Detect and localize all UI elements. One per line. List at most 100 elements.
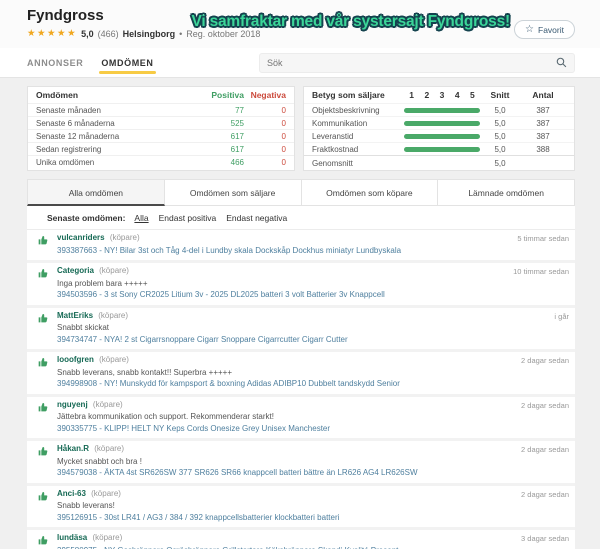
summary-row: Senaste 6 månaderna 525 0 xyxy=(28,116,294,129)
thumbs-up-icon xyxy=(38,402,48,411)
feedback-timestamp: 10 timmar sedan xyxy=(513,267,569,276)
feedback-tab[interactable]: Omdömen som köpare xyxy=(301,179,439,206)
feedback-role: (köpare) xyxy=(109,233,140,242)
rating-count-value: 387 xyxy=(536,105,550,115)
rating-count-value: 388 xyxy=(536,144,550,154)
summary-row-label: Senaste månaden xyxy=(36,105,101,115)
meta-separator: • xyxy=(179,28,183,39)
filter-option[interactable]: Alla xyxy=(134,213,149,223)
rating-total-label: Genomsnitt xyxy=(312,158,353,168)
thumbs-up-icon xyxy=(38,446,48,456)
thumbs-up-icon xyxy=(38,268,48,278)
rating-row: Leveranstid 5,0 387 xyxy=(304,129,574,142)
feedback-role: (köpare) xyxy=(99,355,129,364)
feedback-username[interactable]: vulcanriders xyxy=(57,233,105,242)
nav-tab[interactable]: OMDÖMEN xyxy=(99,48,156,77)
rating-row-label: Kommunikation xyxy=(312,118,368,128)
promo-banner-text: Vi samfraktar med vår systersajt Fyndgro… xyxy=(191,13,511,30)
summary-row-label: Senaste 12 månaderna xyxy=(36,131,120,141)
summary-row: Sedan registrering 617 0 xyxy=(28,142,294,155)
rating-table-title: Betyg som säljare xyxy=(312,90,385,100)
feedback-role: (köpare) xyxy=(94,444,125,453)
feedback-item: 5 timmar sedan vulcanriders (köpare) 393… xyxy=(27,230,575,260)
feedback-timestamp: 2 dagar sedan xyxy=(521,445,569,454)
feedback-tab[interactable]: Alla omdömen xyxy=(27,179,165,206)
summary-row: Unika omdömen 466 0 xyxy=(28,155,294,168)
feedback-item-header: 2 dagar sedan Håkan.R (köpare) xyxy=(57,444,569,456)
feedback-item-link[interactable]: 394734747 - NYA! 2 st Cigarrsnoppare Cig… xyxy=(57,334,348,344)
feedback-item: 2 dagar sedan looofgren (köpare) Snabb l… xyxy=(27,349,575,394)
feedback-item: 2 dagar sedan Anci-63 (köpare) Snabb lev… xyxy=(27,482,575,528)
feedback-timestamp: 2 dagar sedan xyxy=(521,400,569,410)
star-icon: ☆ xyxy=(525,23,535,35)
feedback-item-link[interactable]: 394503596 - 3 st Sony CR2025 Litium 3v -… xyxy=(57,290,385,299)
feedback-comment: Inga problem bara +++++ xyxy=(57,278,148,288)
feedback-timestamp: 3 dagar sedan xyxy=(521,534,569,543)
feedback-item-link[interactable]: 395580975 - NY Gasbrännare Ogräsbrännare… xyxy=(57,546,517,549)
feedback-comment: Snabb leverans, snabb kontakt!! Superbra… xyxy=(57,367,233,377)
rating-row-label: Objektsbeskrivning xyxy=(312,105,380,115)
feedback-item-link[interactable]: 394579038 - ÄKTA 4st SR626SW 377 SR626 S… xyxy=(57,468,418,477)
thumbs-up-icon xyxy=(38,235,48,245)
rating-row: Objektsbeskrivning 5,0 387 xyxy=(304,103,574,116)
thumbs-up-icon xyxy=(38,535,48,545)
summary-col-negative: Negativa xyxy=(250,90,286,100)
summary-positive-value: 617 xyxy=(230,144,244,154)
rating-bar xyxy=(404,133,480,139)
search-input[interactable] xyxy=(267,57,556,68)
feedback-username[interactable]: nguyenj xyxy=(57,399,88,409)
filter-option[interactable]: Endast positiva xyxy=(158,213,217,223)
feedback-username[interactable]: lundäsa xyxy=(57,533,88,542)
feedback-item-link[interactable]: 390335775 - KLIPP! HELT NY Keps Cords On… xyxy=(57,423,331,433)
feedback-item-header: 2 dagar sedan nguyenj (köpare) xyxy=(57,400,569,412)
rating-avg-value: 5,0 xyxy=(494,105,506,115)
rating-bar-track xyxy=(404,107,480,113)
feedback-username[interactable]: looofgren xyxy=(57,355,94,364)
feedback-tab-label: Alla omdömen xyxy=(68,188,124,198)
filter-label: Senaste omdömen: xyxy=(47,213,126,223)
feedback-username[interactable]: Categoria xyxy=(57,266,94,275)
rating-scale-tick: 2 xyxy=(424,90,430,100)
rating-scale-tick: 3 xyxy=(439,90,445,100)
favorite-button[interactable]: ☆ Favorit xyxy=(514,20,575,39)
feedback-tab-label: Lämnade omdömen xyxy=(468,188,544,198)
feedback-item-link[interactable]: 393387663 - NY! Bilar 3st och Tåg 4-del … xyxy=(57,245,402,255)
feedback-item-link[interactable]: 395126915 - 30st LR41 / AG3 / 384 / 392 … xyxy=(57,512,340,522)
feedback-item-header: i går MattEriks (köpare) xyxy=(57,311,569,323)
summary-header-row: Omdömen Positiva Negativa xyxy=(28,87,294,103)
thumbs-up-icon xyxy=(38,357,48,367)
filter-row: Senaste omdömen: Alla Endast positiva Enda… xyxy=(27,206,575,230)
feedback-username[interactable]: Håkan.R xyxy=(57,444,90,453)
feedback-item-header: 10 timmar sedan Categoria (köpare) xyxy=(57,266,569,278)
feedback-username[interactable]: MattEriks xyxy=(57,310,94,320)
feedback-tab[interactable]: Omdömen som säljare xyxy=(164,179,302,206)
rating-total-row: Genomsnitt 5,0 xyxy=(304,155,574,170)
search-icon xyxy=(556,57,567,68)
registration-date: Reg. oktober 2018 xyxy=(186,28,261,39)
feedback-item-header: 2 dagar sedan looofgren (köpare) xyxy=(57,355,569,367)
feedback-username[interactable]: Anci-63 xyxy=(57,488,86,498)
summary-negative-value: 0 xyxy=(281,105,286,115)
feedback-comment: Snabbt skickat xyxy=(57,323,110,332)
feedback-item-link[interactable]: 394998908 - NY! Munskydd för kampsport &… xyxy=(57,379,400,388)
feedback-item-header: 3 dagar sedan lundäsa (köpare) xyxy=(57,533,569,545)
top-tab-bar: ANNONSER OMDÖMEN xyxy=(0,48,600,78)
feedback-tab[interactable]: Lämnade omdömen xyxy=(438,179,575,206)
summary-col-name: Omdömen xyxy=(36,90,79,100)
summary-negative-value: 0 xyxy=(281,131,286,141)
rating-bar xyxy=(404,146,480,152)
profile-meta: ★★★★★ 5,0 (466) Helsingborg • Reg. oktob… xyxy=(27,28,575,39)
rating-row: Kommunikation 5,0 387 xyxy=(304,116,574,129)
rating-avg-value: 5,0 xyxy=(494,131,506,141)
filter-option[interactable]: Endast negativa xyxy=(226,213,288,223)
star-rating-icons: ★★★★★ xyxy=(27,28,78,39)
summary-positive-value: 466 xyxy=(230,157,244,167)
feedback-tab-bar: Alla omdömen Omdömen som säljare Omdömen… xyxy=(27,179,575,206)
feedback-tab-label: Omdömen som säljare xyxy=(189,188,276,198)
feedback-summary-table: Omdömen Positiva Negativa Senaste månade… xyxy=(27,86,295,171)
nav-tab[interactable]: ANNONSER xyxy=(27,48,83,77)
rating-row-label: Fraktkostnad xyxy=(312,144,359,154)
rating-row-label: Leveranstid xyxy=(312,131,354,141)
